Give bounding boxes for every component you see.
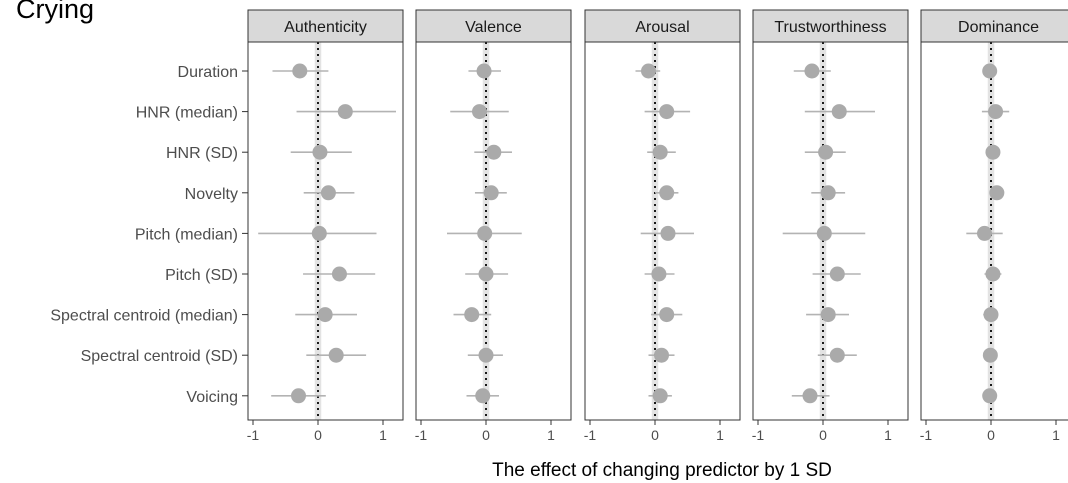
estimate-point (985, 144, 1001, 160)
predictor-label: Pitch (SD) (165, 267, 238, 284)
x-tick-label: 1 (547, 427, 555, 443)
estimate-point (820, 185, 836, 201)
estimate-point (478, 266, 494, 282)
estimate-point (829, 266, 845, 282)
estimate-point (989, 185, 1005, 201)
estimate-point (328, 347, 344, 363)
estimate-point (291, 388, 306, 404)
predictor-axis: Duration HNR (median) HNR (SD) Novelty Pitch… (50, 64, 248, 406)
plot-area (966, 42, 1010, 420)
facet-panel: Authenticity -1 0 1 (247, 9, 404, 443)
estimate-point (816, 225, 832, 241)
x-tick-label: -1 (752, 427, 765, 443)
predictor-label: Spectral centroid (SD) (81, 348, 238, 365)
facet-panel: Dominance -1 0 1 (920, 9, 1068, 443)
facet-strip (415, 9, 572, 43)
x-tick-label: 1 (1052, 427, 1060, 443)
estimate-point (977, 225, 992, 241)
plot-area (258, 42, 396, 420)
plot-area (635, 42, 694, 420)
panel-border (920, 41, 1068, 421)
x-tick-label: 1 (716, 427, 724, 443)
estimate-point (652, 388, 668, 404)
estimate-point (820, 307, 836, 323)
predictor-label: HNR (median) (136, 105, 238, 122)
figure-title: Crying (16, 0, 94, 24)
estimate-point (829, 347, 845, 363)
facet-strip (247, 9, 404, 43)
estimate-point (985, 266, 1001, 282)
estimate-point (641, 63, 656, 79)
estimate-point (802, 388, 818, 404)
predictor-label: Spectral centroid (median) (50, 308, 238, 325)
reference-band (651, 42, 659, 420)
estimate-point (983, 307, 999, 323)
estimate-point (659, 307, 675, 323)
facet-strip-label: Arousal (635, 19, 689, 36)
estimate-point (652, 144, 668, 160)
estimate-point (659, 104, 675, 120)
x-tick-label: -1 (584, 427, 597, 443)
x-tick-label: 0 (651, 427, 659, 443)
estimate-point (982, 63, 998, 79)
x-tick-label: 0 (987, 427, 995, 443)
facet-strip (920, 9, 1068, 43)
predictor-label: Novelty (185, 186, 238, 203)
plot-area (782, 42, 875, 420)
predictor-label: Pitch (median) (135, 226, 238, 243)
facet-panel: Arousal -1 0 1 (584, 9, 741, 443)
predictor-label: Duration (178, 64, 238, 81)
x-tick-label: 0 (482, 427, 490, 443)
estimate-point (818, 144, 834, 160)
x-tick-label: 0 (819, 427, 827, 443)
panel-border (247, 41, 404, 421)
estimate-point (478, 347, 494, 363)
facet-strip-label: Dominance (958, 19, 1039, 36)
x-tick-label: -1 (247, 427, 260, 443)
facet-strip-label: Valence (465, 19, 522, 36)
estimate-point (292, 63, 308, 79)
plot-area (447, 42, 522, 420)
predictor-label: Voicing (186, 389, 238, 406)
panel-border (584, 41, 741, 421)
facet-strip (752, 9, 909, 43)
estimate-point (464, 307, 480, 323)
estimate-point (317, 307, 333, 323)
estimate-point (651, 266, 667, 282)
estimate-point (486, 144, 502, 160)
panel-border (752, 41, 909, 421)
x-tick-label: 1 (884, 427, 892, 443)
predictor-label: HNR (SD) (166, 145, 238, 162)
x-tick-label: 1 (379, 427, 387, 443)
facet-panel: Valence -1 0 1 (415, 9, 572, 443)
estimate-point (982, 347, 998, 363)
x-tick-label: -1 (920, 427, 933, 443)
facet-strip-label: Authenticity (284, 19, 367, 36)
estimate-point (337, 104, 353, 120)
estimate-point (472, 104, 487, 120)
estimate-point (654, 347, 669, 363)
facet-strip-label: Trustworthiness (774, 19, 886, 36)
facet-panel: Trustworthiness -1 0 1 (752, 9, 909, 443)
estimate-point (804, 63, 820, 79)
x-tick-label: 0 (314, 427, 322, 443)
estimate-point (988, 104, 1004, 120)
estimate-point (312, 144, 328, 160)
estimate-point (982, 388, 998, 404)
estimate-point (483, 185, 499, 201)
estimate-point (311, 225, 327, 241)
estimate-point (659, 185, 675, 201)
x-tick-label: -1 (415, 427, 428, 443)
panel-border (415, 41, 572, 421)
x-axis-title: The effect of changing predictor by 1 SD (492, 460, 832, 481)
estimate-point (477, 225, 493, 241)
estimate-point (475, 388, 491, 404)
estimate-point (331, 266, 347, 282)
estimate-point (476, 63, 492, 79)
estimate-point (831, 104, 847, 120)
estimate-point (320, 185, 336, 201)
estimate-point (660, 225, 676, 241)
